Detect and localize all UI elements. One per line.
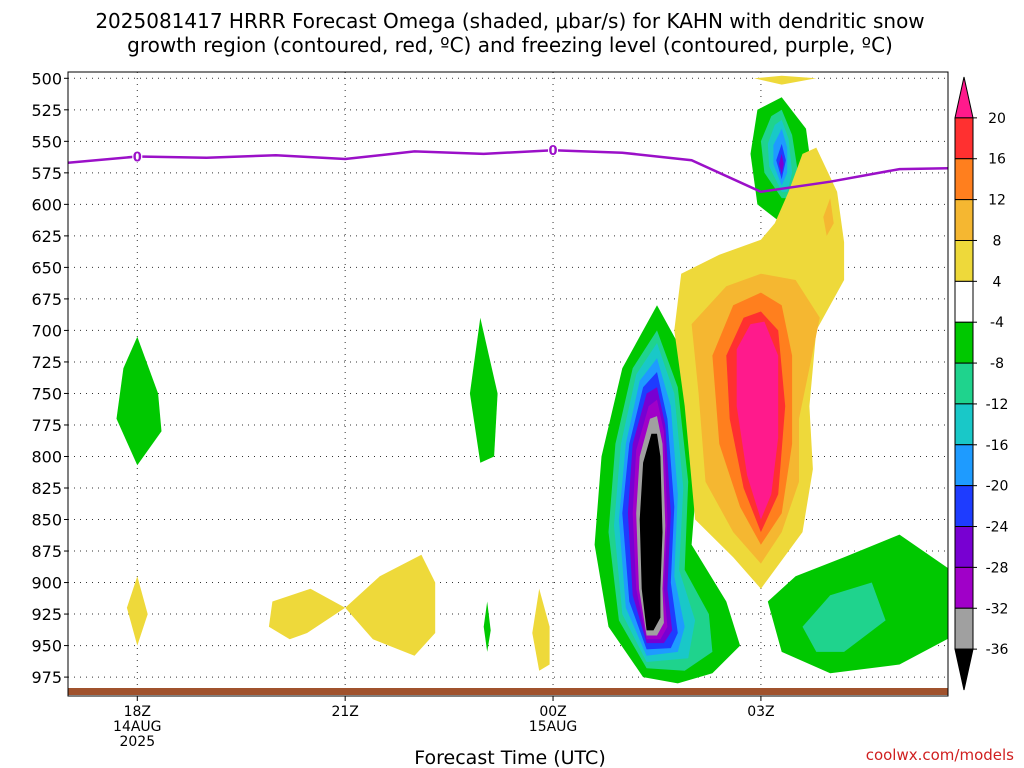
y-tick-label-575: 575	[31, 164, 62, 183]
y-tick-label-875: 875	[31, 542, 62, 561]
colorbar-label-2: 12	[988, 193, 1006, 209]
y-tick-label-625: 625	[31, 227, 62, 246]
colorbar-label-3: 8	[993, 233, 1002, 249]
colorbar-segment-1	[954, 117, 974, 160]
colorbar-segment-0	[954, 76, 974, 119]
colorbar-label-13: -36	[986, 642, 1009, 658]
chart-title-line1: 2025081417 HRRR Forecast Omega (shaded, …	[95, 9, 924, 33]
omega-region-31-value-8	[823, 198, 834, 236]
freezing-label-bg-1	[548, 142, 559, 157]
y-tick-label-725: 725	[31, 353, 62, 372]
colorbar-label-6: -8	[990, 356, 1004, 372]
y-tick-label-500: 500	[31, 69, 62, 88]
colorbar-label-8: -16	[986, 438, 1009, 454]
y-tick-label-900: 900	[31, 574, 62, 593]
colorbar-label-4: 4	[993, 274, 1002, 290]
y-tick-label-650: 650	[31, 258, 62, 277]
colorbar-segment-6	[954, 321, 974, 364]
omega-region-9-value--4	[116, 336, 162, 466]
colorbar-label-7: -12	[986, 397, 1009, 413]
colorbar-segment-12	[954, 566, 974, 609]
colorbar-segment-3	[954, 199, 974, 241]
omega-region-20-value--24	[778, 153, 784, 175]
omega-region-13-value--4	[483, 601, 491, 652]
omega-region-30-value-20	[736, 321, 779, 520]
y-tick-label-975: 975	[31, 668, 62, 687]
omega-region-22-value-4	[268, 588, 346, 640]
plot-border	[67, 71, 949, 697]
x-tick-label-3-0: 03Z	[747, 704, 774, 720]
freezing-label-bg-0	[132, 148, 143, 163]
y-tick-label-750: 750	[31, 384, 62, 403]
omega-region-24-value-4	[532, 588, 550, 671]
colorbar-segment-7	[954, 362, 974, 405]
x-tick-label-1-0: 21Z	[331, 704, 358, 720]
colorbar-segment-9	[954, 444, 974, 487]
x-tick-label-2-0: 00Z	[539, 704, 566, 720]
y-tick-label-825: 825	[31, 479, 62, 498]
y-tick-label-925: 925	[31, 605, 62, 624]
colorbar-segment-11	[954, 526, 974, 568]
colorbar-label-5: -4	[990, 315, 1004, 331]
colorbar-label-12: -32	[986, 601, 1009, 617]
freezing-level-label-1: 0	[549, 144, 558, 159]
colorbar-segment-2	[954, 158, 974, 201]
omega-region-21-value-4	[126, 576, 148, 646]
ground-surface	[68, 688, 948, 695]
y-tick-label-950: 950	[31, 637, 62, 656]
omega-region-12-value--8	[802, 582, 886, 652]
colorbar-label-10: -24	[986, 520, 1009, 536]
colorbar-label-0: 20	[988, 111, 1006, 127]
colorbar-segment-4	[954, 239, 974, 282]
colorbar-segment-13	[954, 607, 974, 650]
y-tick-label-850: 850	[31, 511, 62, 530]
colorbar-label-11: -28	[986, 560, 1009, 576]
colorbar-segment-5	[954, 280, 974, 323]
credit-link[interactable]: coolwx.com/models	[866, 746, 1014, 764]
y-tick-label-550: 550	[31, 132, 62, 151]
y-axis: 500 525 550 575 600 625 650 675 700 725 750 775 800 8…	[31, 69, 68, 687]
y-tick-label-800: 800	[31, 447, 62, 466]
y-tick-label-700: 700	[31, 321, 62, 340]
colorbar-label-1: 16	[988, 152, 1006, 168]
x-tick-label-0-2: 2025	[119, 734, 155, 750]
x-tick-label-2-1: 15AUG	[529, 719, 578, 735]
x-tick-label-0-1: 14AUG	[113, 719, 162, 735]
colorbar-label-9: -20	[986, 479, 1009, 495]
y-tick-label-775: 775	[31, 416, 62, 435]
omega-region-8-value--36	[639, 433, 663, 631]
freezing-level-line	[68, 148, 948, 194]
omega-region-25-value-4	[754, 75, 817, 85]
freezing-level-label-0: 0	[133, 150, 142, 165]
omega-region-23-value-4	[345, 554, 436, 656]
omega-region-14-value--4	[712, 614, 737, 659]
y-tick-label-525: 525	[31, 101, 62, 120]
colorbar: 20 16 12 8 4 -4 -8 -12 -16 -20 -24 -28 -32 -36	[954, 76, 1009, 691]
x-axis-label: Forecast Time (UTC)	[414, 747, 605, 768]
chart-title-line2: growth region (contoured, red, ºC) and f…	[127, 33, 893, 57]
omega-region-10-value--4	[469, 317, 498, 463]
colorbar-segment-8	[954, 403, 974, 446]
y-tick-label-600: 600	[31, 195, 62, 214]
colorbar-segment-10	[954, 485, 974, 528]
omega-shading	[116, 75, 948, 684]
x-tick-label-0-0: 18Z	[124, 704, 151, 720]
y-tick-label-675: 675	[31, 290, 62, 309]
colorbar-segment-14	[954, 648, 974, 691]
